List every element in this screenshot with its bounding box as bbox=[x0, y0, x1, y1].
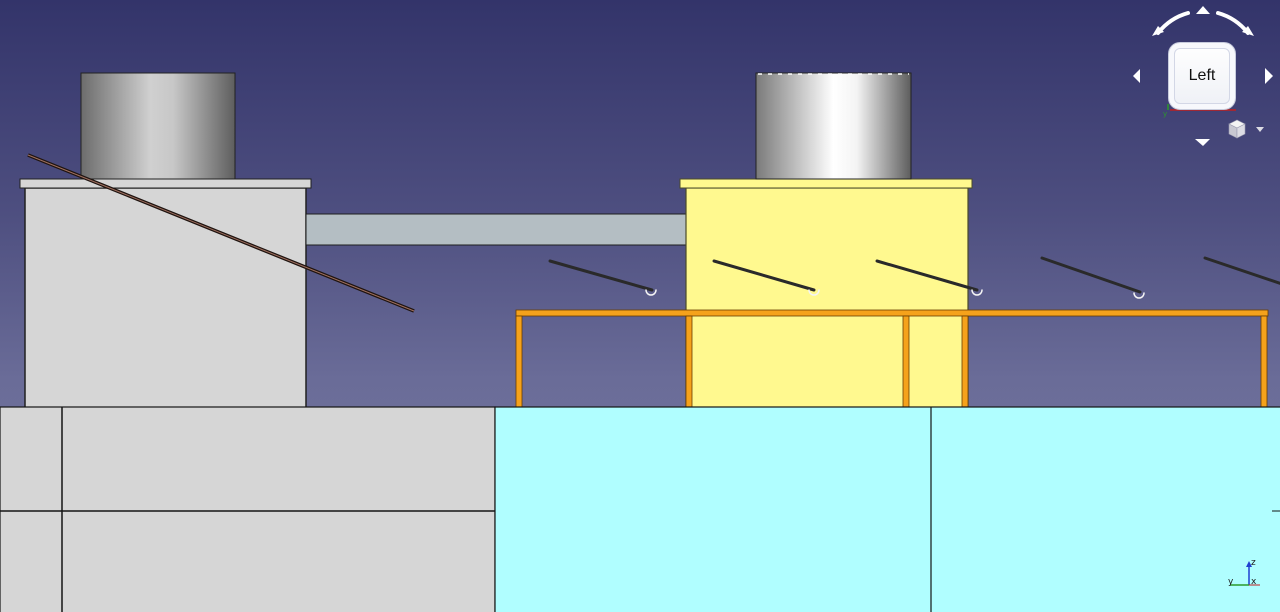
diagonal-rod-highlight bbox=[27, 154, 415, 312]
selected-tank[interactable] bbox=[679, 72, 973, 409]
rotate-cw-icon[interactable] bbox=[1216, 11, 1250, 35]
selected-tank-lid[interactable] bbox=[679, 178, 973, 189]
view-cube-label: Left bbox=[1188, 67, 1216, 84]
arrow-right-icon[interactable] bbox=[1265, 68, 1273, 84]
hook-rod-3[interactable] bbox=[875, 259, 983, 296]
hook-rod-2[interactable] bbox=[712, 259, 820, 296]
bottom-gray-block[interactable] bbox=[0, 406, 496, 612]
axis-label-x: x bbox=[1251, 577, 1257, 587]
frame-post[interactable] bbox=[961, 315, 969, 409]
connecting-pipe[interactable] bbox=[305, 213, 687, 246]
left-tank[interactable] bbox=[19, 72, 312, 409]
rotate-cw-icon-tip bbox=[1242, 26, 1254, 36]
frame-top-beam[interactable] bbox=[515, 309, 1269, 317]
frame-post[interactable] bbox=[902, 315, 910, 409]
left-tank-lid[interactable] bbox=[19, 178, 312, 189]
frame-post[interactable] bbox=[515, 315, 523, 409]
hook-rod-1[interactable] bbox=[548, 259, 657, 296]
hook-rod-5[interactable] bbox=[1203, 256, 1280, 285]
bottom-cyan-block[interactable] bbox=[494, 406, 1280, 612]
cube-axis-y-label: y bbox=[1163, 110, 1167, 118]
selected-tank-body[interactable] bbox=[685, 187, 969, 409]
cube-menu-icon[interactable] bbox=[1228, 119, 1264, 139]
arrow-down-icon[interactable] bbox=[1195, 139, 1210, 146]
axis-label-z: z bbox=[1251, 558, 1256, 568]
navigation-cube-controls[interactable]: y bbox=[1133, 6, 1273, 146]
rotate-ccw-icon-tip bbox=[1152, 26, 1164, 36]
axis-label-y: y bbox=[1228, 577, 1234, 587]
selected-tank-cylinder[interactable] bbox=[755, 72, 912, 180]
hook-rods[interactable] bbox=[548, 256, 1280, 299]
hook-rod-4[interactable] bbox=[1040, 256, 1145, 299]
left-tank-cylinder[interactable] bbox=[80, 72, 236, 180]
frame-post[interactable] bbox=[1260, 315, 1268, 409]
rotate-ccw-icon[interactable] bbox=[1156, 11, 1190, 35]
view-cube-face[interactable]: Left bbox=[1168, 42, 1236, 110]
arrow-left-icon[interactable] bbox=[1133, 69, 1140, 83]
axis-indicator: z y x bbox=[1228, 558, 1260, 587]
frame-post[interactable] bbox=[685, 315, 693, 409]
arrow-up-icon[interactable] bbox=[1196, 6, 1210, 14]
left-tank-body[interactable] bbox=[24, 187, 307, 409]
